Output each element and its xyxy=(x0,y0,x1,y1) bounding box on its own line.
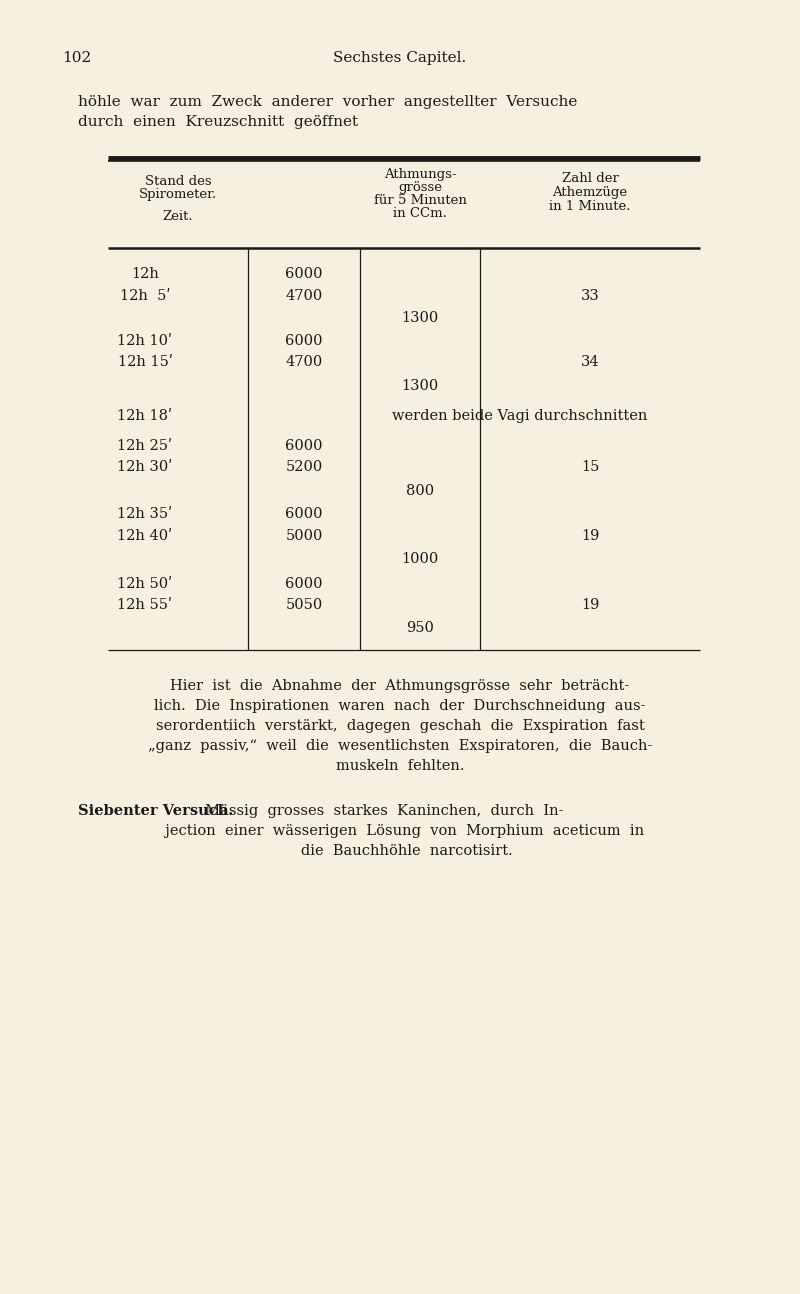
Text: 15: 15 xyxy=(581,459,599,474)
Text: 950: 950 xyxy=(406,621,434,635)
Text: 1300: 1300 xyxy=(402,379,438,393)
Text: 12h  5ʹ: 12h 5ʹ xyxy=(120,289,170,303)
Text: serordentiich  verstärkt,  dagegen  geschah  die  Exspiration  fast: serordentiich verstärkt, dagegen geschah… xyxy=(156,719,644,732)
Text: Zeit.: Zeit. xyxy=(162,210,194,223)
Text: Hier  ist  die  Abnahme  der  Athmungsgrösse  sehr  beträcht-: Hier ist die Abnahme der Athmungsgrösse … xyxy=(170,679,630,694)
Text: jection  einer  wässerigen  Lösung  von  Morphium  aceticum  in: jection einer wässerigen Lösung von Morp… xyxy=(156,824,644,839)
Text: 12h 30ʹ: 12h 30ʹ xyxy=(118,459,173,474)
Text: in 1 Minute.: in 1 Minute. xyxy=(550,201,630,214)
Text: 12h 15ʹ: 12h 15ʹ xyxy=(118,355,173,369)
Text: die  Bauchhöhle  narcotisirt.: die Bauchhöhle narcotisirt. xyxy=(287,844,513,858)
Text: Sechstes Capitel.: Sechstes Capitel. xyxy=(334,50,466,65)
Text: 1300: 1300 xyxy=(402,311,438,325)
Text: 12h 40ʹ: 12h 40ʹ xyxy=(118,529,173,543)
Text: 5050: 5050 xyxy=(286,598,322,612)
Text: 34: 34 xyxy=(581,355,599,369)
Text: für 5 Minuten: für 5 Minuten xyxy=(374,194,466,207)
Text: 6000: 6000 xyxy=(286,577,322,591)
Text: Athmungs-: Athmungs- xyxy=(384,168,456,181)
Text: werden beide Vagi durchschnitten: werden beide Vagi durchschnitten xyxy=(392,409,648,423)
Text: höhle  war  zum  Zweck  anderer  vorher  angestellter  Versuche: höhle war zum Zweck anderer vorher anges… xyxy=(78,94,578,109)
Text: lich.  Die  Inspirationen  waren  nach  der  Durchschneidung  aus-: lich. Die Inspirationen waren nach der D… xyxy=(154,699,646,713)
Text: 12h 35ʹ: 12h 35ʹ xyxy=(118,507,173,521)
Text: 19: 19 xyxy=(581,598,599,612)
Text: „ganz  passiv,“  weil  die  wesentlichsten  Exspiratoren,  die  Bauch-: „ganz passiv,“ weil die wesentlichsten E… xyxy=(148,739,652,753)
Text: 800: 800 xyxy=(406,484,434,498)
Text: 102: 102 xyxy=(62,50,91,65)
Text: 5000: 5000 xyxy=(286,529,322,543)
Text: 33: 33 xyxy=(581,289,599,303)
Text: grösse: grösse xyxy=(398,181,442,194)
Text: 19: 19 xyxy=(581,529,599,543)
Text: 12h 18ʹ: 12h 18ʹ xyxy=(118,409,173,423)
Text: in CCm.: in CCm. xyxy=(393,207,447,220)
Text: 6000: 6000 xyxy=(286,334,322,348)
Text: Athemzüge: Athemzüge xyxy=(553,186,627,199)
Text: 4700: 4700 xyxy=(286,289,322,303)
Text: durch  einen  Kreuzschnitt  geöffnet: durch einen Kreuzschnitt geöffnet xyxy=(78,115,358,129)
Text: Spirometer.: Spirometer. xyxy=(139,188,217,201)
Text: 12h 50ʹ: 12h 50ʹ xyxy=(118,577,173,591)
Text: Stand des: Stand des xyxy=(145,175,211,188)
Text: 1000: 1000 xyxy=(402,553,438,565)
Text: 12h 10ʹ: 12h 10ʹ xyxy=(118,334,173,348)
Text: 5200: 5200 xyxy=(286,459,322,474)
Text: Mässig  grosses  starkes  Kaninchen,  durch  In-: Mässig grosses starkes Kaninchen, durch … xyxy=(196,804,563,818)
Text: 12h 55ʹ: 12h 55ʹ xyxy=(118,598,173,612)
Text: 6000: 6000 xyxy=(286,439,322,453)
Text: muskeln  fehlten.: muskeln fehlten. xyxy=(336,760,464,773)
Text: 12h: 12h xyxy=(131,267,159,281)
Text: 6000: 6000 xyxy=(286,507,322,521)
Text: Zahl der: Zahl der xyxy=(562,172,618,185)
Text: 4700: 4700 xyxy=(286,355,322,369)
Text: 12h 25ʹ: 12h 25ʹ xyxy=(118,439,173,453)
Text: Siebenter Versuch.: Siebenter Versuch. xyxy=(78,804,234,818)
Text: 6000: 6000 xyxy=(286,267,322,281)
